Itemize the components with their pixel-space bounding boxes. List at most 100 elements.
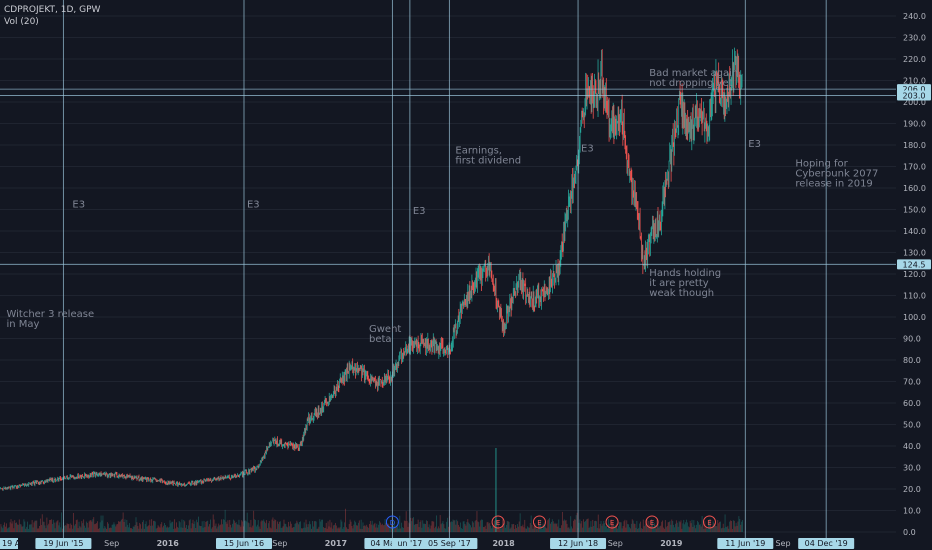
volume-bar — [238, 519, 240, 532]
x-tick-label: 2019 — [660, 539, 683, 548]
volume-bar — [659, 526, 661, 532]
volume-bar — [85, 527, 86, 532]
volume-bar — [532, 528, 534, 532]
volume-bar — [563, 519, 565, 532]
volume-bar — [39, 526, 40, 532]
volume-bar — [13, 528, 15, 532]
volume-bar — [588, 527, 590, 532]
volume-bar — [107, 522, 108, 532]
volume-bar — [148, 525, 150, 532]
volume-bar — [397, 521, 399, 532]
volume-bar — [260, 521, 262, 532]
volume-bar — [342, 528, 344, 532]
volume-bar — [672, 520, 674, 532]
volume-bar — [155, 528, 157, 532]
volume-bar — [390, 527, 392, 532]
volume-bar — [356, 525, 358, 532]
volume-bar — [100, 515, 102, 532]
volume-bar — [636, 520, 638, 532]
volume-bar — [202, 527, 204, 532]
volume-bar — [468, 522, 470, 532]
volume-bar — [504, 523, 505, 532]
volume-bar — [473, 527, 475, 532]
volume-bar — [378, 524, 380, 532]
volume-bar — [167, 527, 169, 532]
volume-bar — [55, 522, 57, 532]
volume-bar — [26, 526, 28, 532]
y-tick-label: 110.0 — [903, 292, 926, 301]
volume-bar — [582, 527, 584, 532]
volume-bar — [221, 519, 222, 532]
volume-bar — [119, 521, 121, 532]
volume-bar — [649, 525, 651, 532]
volume-bar — [498, 528, 500, 532]
volume-bar — [113, 522, 115, 532]
volume-bar — [395, 527, 397, 532]
x-tick-label: Sep — [608, 539, 623, 548]
volume-bar — [125, 526, 127, 532]
volume-bar — [531, 524, 533, 532]
volume-bar — [740, 524, 742, 532]
volume-bar — [258, 526, 260, 532]
volume-bar — [679, 522, 681, 532]
volume-bar — [550, 521, 552, 532]
volume-bar — [681, 528, 683, 532]
volume-bar — [616, 523, 618, 532]
volume-bar — [194, 521, 196, 532]
volume-bar — [661, 521, 663, 532]
volume-bar — [218, 523, 220, 532]
volume-bar — [705, 528, 707, 532]
volume-bar — [485, 528, 487, 532]
volume-bar — [340, 519, 342, 532]
volume-bar — [425, 520, 427, 532]
volume-bar — [523, 527, 525, 532]
volume-bar — [71, 524, 73, 532]
volume-bar — [36, 520, 38, 532]
volume-bar — [520, 526, 522, 532]
volume-bar — [716, 526, 718, 532]
volume-bar — [497, 520, 499, 532]
volume-bar — [504, 527, 506, 532]
volume-bar — [642, 519, 644, 532]
volume-bar — [293, 527, 295, 532]
volume-bar — [538, 521, 539, 532]
volume-bar — [22, 526, 24, 532]
y-tick-label: 60.0 — [903, 399, 921, 408]
volume-bar — [388, 523, 390, 532]
volume-bar — [470, 525, 471, 532]
volume-bar — [722, 523, 724, 532]
volume-bar — [6, 528, 8, 532]
volume-bar — [335, 525, 337, 532]
volume-bar — [133, 526, 135, 532]
volume-bar — [158, 526, 160, 532]
volume-bar — [281, 527, 283, 532]
volume-bar — [59, 522, 61, 532]
volume-bar — [511, 524, 513, 532]
volume-bar — [479, 526, 481, 532]
volume-spike — [495, 448, 497, 532]
volume-bar — [501, 528, 503, 532]
volume-bar — [534, 523, 536, 532]
candles — [0, 47, 743, 491]
x-tick-label: 2016 — [157, 539, 180, 548]
volume-bar — [297, 522, 299, 532]
volume-bar — [472, 522, 474, 532]
volume-bar — [570, 516, 572, 532]
volume-bar — [412, 518, 414, 532]
volume-bar — [247, 522, 249, 532]
volume-bar — [539, 519, 541, 532]
volume-bar — [381, 523, 383, 532]
volume-bar — [742, 520, 743, 532]
volume-bar — [574, 519, 576, 532]
volume-bar — [358, 520, 360, 532]
volume-bar — [451, 521, 453, 532]
y-tick-label: 80.0 — [903, 356, 921, 365]
volume-bar — [263, 519, 265, 532]
volume-bar — [626, 520, 628, 532]
date-tag-label: 05 Sep '17 — [428, 539, 471, 548]
volume-bar — [104, 526, 106, 532]
volume-bar — [121, 518, 123, 532]
volume-bar — [317, 528, 319, 532]
volume-bar — [643, 526, 645, 532]
